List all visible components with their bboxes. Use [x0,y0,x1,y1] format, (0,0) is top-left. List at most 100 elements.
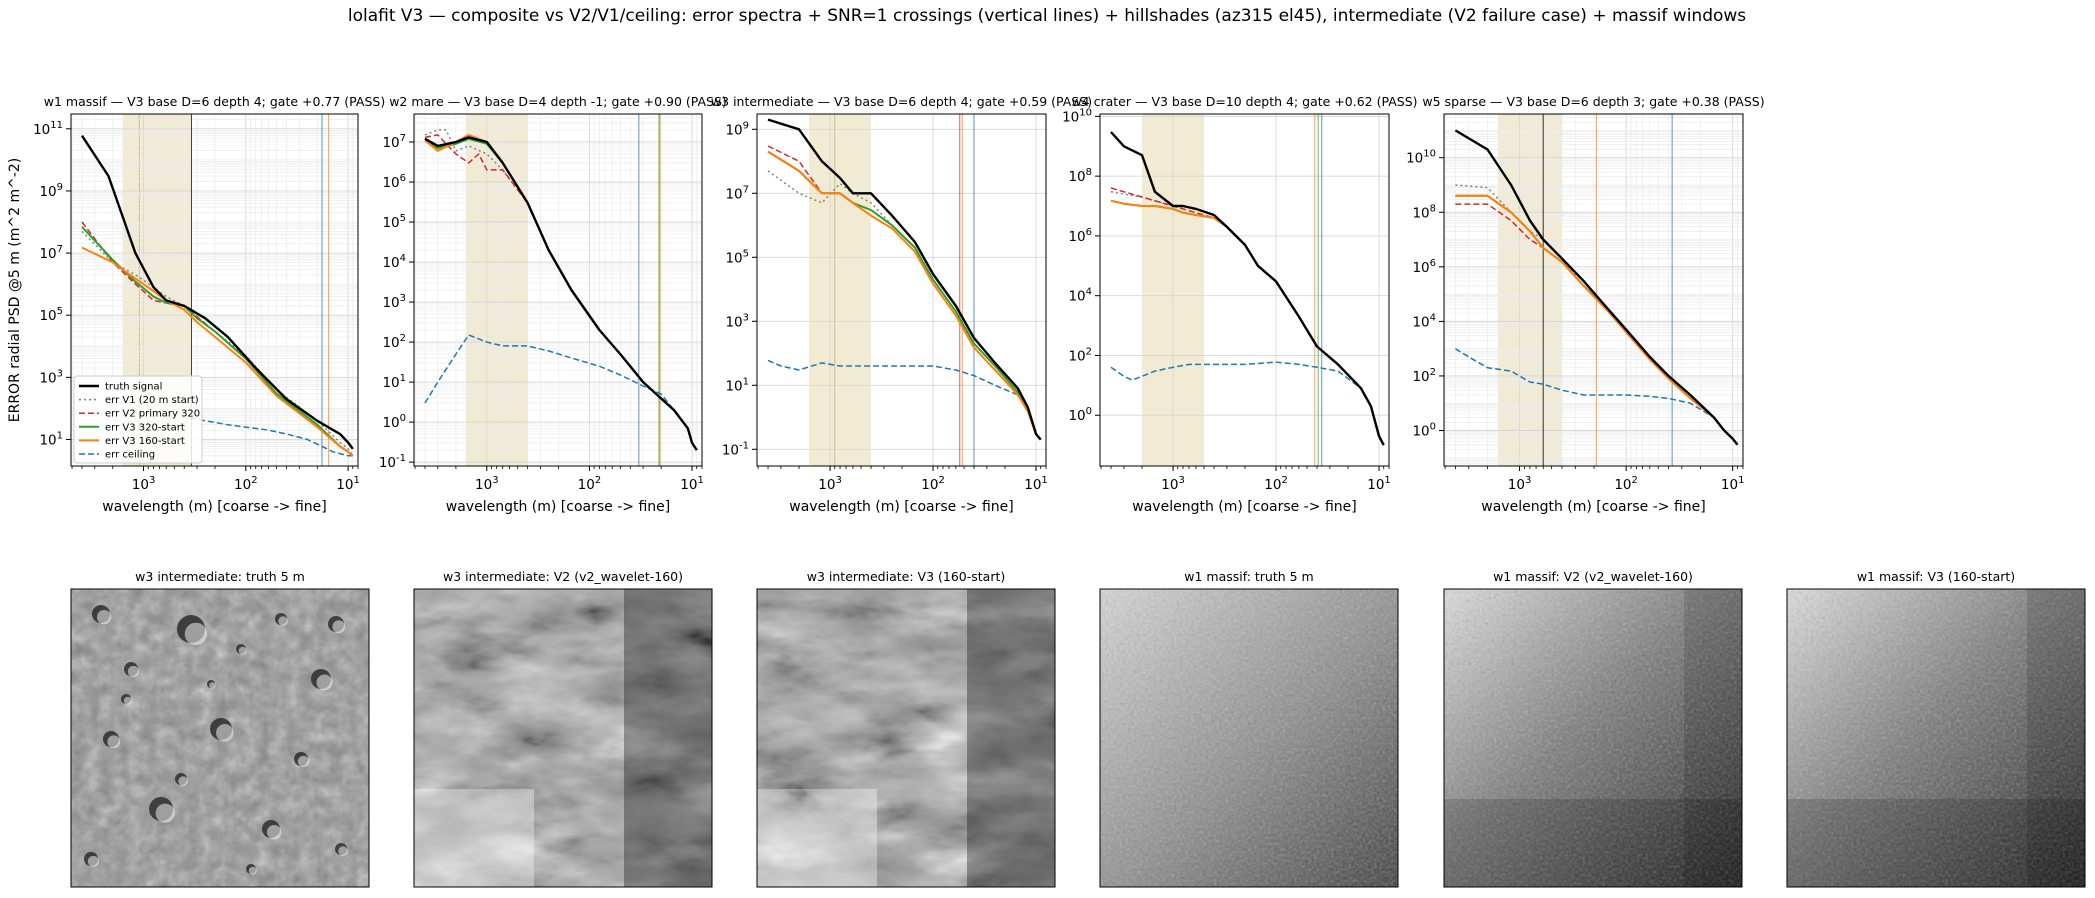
massif-window-band [809,114,872,466]
x-axis-label: wavelength (m) [coarse -> fine] [1481,499,1705,515]
panel-title: w3 intermediate — V3 base D=6 depth 4; g… [711,94,1092,109]
legend: truth signal err V1 (20 m start) err V2 pr… [73,375,203,464]
x-axis-label: wavelength (m) [coarse -> fine] [1132,499,1356,515]
crater-rim [332,620,346,634]
y-tick-label: 102 [382,333,406,351]
hillshade-frame [70,588,370,888]
hillshade-frame [1786,588,2086,888]
legend-label: err V3 160-start [105,436,185,447]
y-tick-label: 105 [39,306,63,324]
crater-rim [107,735,121,749]
x-tick-label: 103 [475,475,499,493]
axes-frame [1099,113,1390,467]
spectrum-panel-3: 103 102 101 10-1 101 103 105 107 109 w3 intermedi… [711,94,1092,515]
series-line-truth [767,118,1042,441]
legend-label: truth signal [105,382,162,393]
y-tick-label: 103 [725,312,749,330]
x-tick-label: 103 [1508,475,1532,493]
grid [1444,113,1744,467]
series-line-ceiling [1455,348,1739,446]
crater-rim [178,776,188,786]
crater-rim [216,724,234,742]
crater-rim [297,755,310,768]
hillshade-panel-1: w3 intermediate: truth 5 m [70,569,370,888]
y-tick-label: 101 [382,373,406,391]
axes-frame [70,113,359,467]
hillshade-title: w1 massif: V3 (160-start) [1857,569,2015,584]
hillshade-frame [413,588,713,888]
series-line-ceiling [190,417,353,457]
x-axis-label: wavelength (m) [coarse -> fine] [102,499,326,515]
crater-rim [278,616,288,626]
series-line-ceiling [767,359,1042,441]
hillshade-image [1100,589,1398,887]
crater-rim [96,609,112,625]
y-tick-label: 106 [1068,227,1092,245]
hillshade-title: w3 intermediate: truth 5 m [135,569,305,584]
series-line-truth [1110,131,1385,446]
y-tick-label: 101 [39,430,63,448]
y-tick-label: 1010 [1062,107,1092,125]
series-line-ceiling [1110,361,1385,446]
x-tick-label: 102 [1264,475,1288,493]
y-tick-label: 107 [382,133,406,151]
x-tick-label: 101 [1721,475,1745,493]
y-tick-label: 102 [1412,367,1436,385]
y-tick-label: 109 [39,182,63,200]
hillshade-image [414,589,712,887]
legend-label: err V2 primary 320 [105,409,200,420]
y-tick-label: 104 [1412,312,1436,330]
grid [1100,114,1389,466]
legend-label: err ceiling [105,450,155,461]
y-tick-label: 100 [1412,422,1436,440]
x-tick-label: 102 [921,475,945,493]
series-line-truth [1454,129,1739,446]
series-line-v3_160 [767,150,1042,441]
plot-area [1444,114,1743,466]
series-line-ceiling [424,334,698,451]
y-tick-label: 103 [382,293,406,311]
x-tick-label: 103 [818,475,842,493]
y-axis-label: ERROR radial PSD @5 m (m^2 m^-2) [7,158,23,423]
figure-suptitle: lolafit V3 — composite vs V2/V1/ceiling:… [348,6,1746,26]
hillshade-title: w1 massif: V2 (v2_wavelet-160) [1493,569,1693,584]
hillshade-panel-2: w3 intermediate: V2 (v2_wavelet-160) [413,569,713,888]
y-tick-label: 100 [1068,406,1092,424]
hillshade-panel-4: w1 massif: truth 5 m [1099,569,1399,888]
hillshade-image [71,589,369,887]
x-tick-label: 101 [680,475,704,493]
hillshade-title: w3 intermediate: V3 (160-start) [807,569,1005,584]
y-tick-label: 107 [725,184,749,202]
crater-rim [238,646,247,655]
spectrum-panel-2: 103 102 101 10-1 100 101 102 103 104 105 106 107 w2 … [379,94,727,515]
panel-title: w1 massif — V3 base D=6 depth 4; gate +0… [44,94,385,109]
crater-rim [209,682,216,689]
crater-rim [127,665,140,678]
series-line-v3_160 [81,246,354,457]
hillshade-image [1787,589,2085,887]
y-tick-label: 106 [382,173,406,191]
y-tick-label: 103 [39,368,63,386]
y-tick-label: 101 [725,376,749,394]
y-tick-label: 10-1 [722,440,749,458]
x-tick-label: 102 [234,475,258,493]
y-tick-label: 105 [725,248,749,266]
x-tick-label: 102 [1614,475,1638,493]
y-tick-label: 105 [382,213,406,231]
x-axis-label: wavelength (m) [coarse -> fine] [446,499,670,515]
hillshade-panel-6: w1 massif: V3 (160-start) [1786,569,2086,888]
axes-frame [756,113,1047,467]
hillshade-frame [1443,588,1743,888]
series-line-truth [80,135,354,450]
legend-label: err V3 320-start [105,422,185,433]
y-tick-label: 106 [1412,258,1436,276]
panel-title: w5 sparse — V3 base D=6 depth 3; gate +0… [1422,94,1764,109]
panel-title: w2 mare — V3 base D=4 depth -1; gate +0.… [389,94,727,109]
crater-rim [123,696,132,705]
legend-label: err V1 (20 m start) [105,395,199,406]
hillshade-panel-5: w1 massif: V2 (v2_wavelet-160) [1443,569,1743,888]
axes-frame [413,113,703,467]
crater-rim [155,803,175,823]
